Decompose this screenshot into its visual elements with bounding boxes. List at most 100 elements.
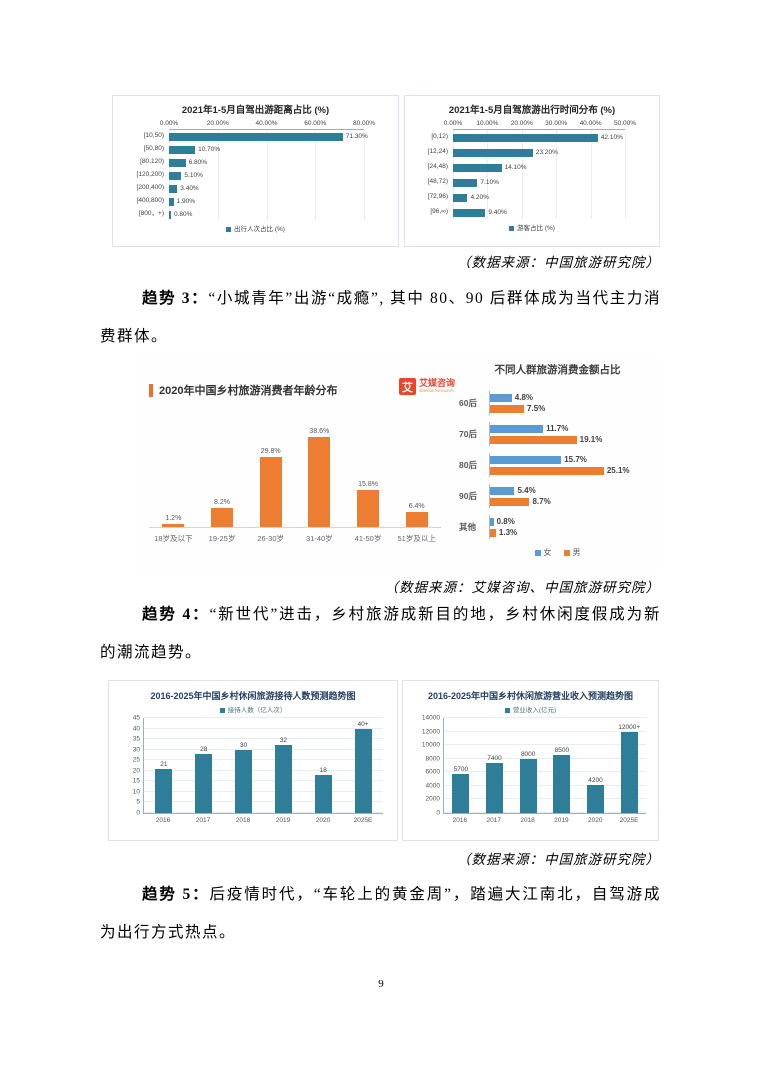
bar-slot: 32: [263, 718, 303, 813]
iimedia-logo: 艾 艾媒咨询 iiMedia Research: [399, 378, 455, 395]
bar: [490, 394, 512, 402]
bar-value-label: 6.80%: [188, 158, 207, 166]
trend-paragraph-3: 趋势 3：“小城青年”出游“成瘾”, 其中 80、90 后群体成为当代主力消费群…: [100, 280, 661, 356]
bar-slot: 8500: [545, 718, 579, 813]
gridline: [590, 130, 592, 219]
x-axis-label: 2025E: [619, 817, 639, 824]
axis-tick-label: 0: [136, 809, 140, 817]
legend-label: 出行人次占比 (%): [234, 226, 285, 233]
gridline: [144, 727, 383, 729]
chart-revenue-forecast-panel: 2016-2025年中国乡村休闲旅游营业收入预测趋势图 营业收入(亿元) 0 20…: [402, 680, 659, 841]
bar: [453, 133, 598, 142]
category-label: [12,24): [427, 148, 448, 155]
bar-value-label: 23.20%: [535, 148, 558, 156]
x-axis-label: 2016: [452, 817, 468, 824]
middle-charts-block: 2020年中国乡村旅游消费者年龄分布 艾 艾媒咨询 iiMedia Resear…: [135, 356, 660, 570]
bar-value-label: 4.8%: [514, 393, 533, 402]
axis-tick-label: 40: [132, 725, 140, 733]
x-axis-label: 26-30岁: [257, 534, 285, 543]
axis-tick-label: 20.00%: [510, 120, 533, 127]
bar-slot: 21: [144, 718, 184, 813]
category-label: [80,120): [140, 158, 164, 165]
bar: [169, 171, 182, 180]
bar-value-label: 7.10%: [480, 178, 499, 186]
gridline: [453, 130, 454, 219]
bar-slot: 6.4%: [392, 428, 441, 527]
x-axis-label: 31-40岁: [306, 534, 333, 543]
axis-tick-label: 14000: [421, 714, 440, 722]
bars-area: 0.8% 1.3%: [489, 515, 617, 539]
plot-area: 1.2% 8.2% 29.8% 38.6% 15.8% 6.4%: [149, 428, 441, 528]
bar-value-label: 42.10%: [600, 133, 623, 141]
trend-paragraph-5: 趋势 5：后疫情时代，“车轮上的黄金周”，踏遍大江南北，自驾游成为出行方式热点。: [100, 876, 661, 952]
visitors-forecast-bar-chart: 0 5 10 15 20 25 30 35 40 45 21 28 30 32 18 40+ 2016 2017 2…: [133, 715, 383, 824]
bar: [314, 775, 332, 813]
bar-slot: 4200: [579, 718, 613, 813]
bars-area: 71.30% 10.70% 6.80% 5.10% 3.40% 1.90% 0.80%: [169, 129, 368, 220]
bar: [405, 511, 428, 527]
axis-tick-label: 6000: [425, 768, 440, 776]
trend-label: 趋势 3：: [142, 290, 209, 307]
bar-value-label: 8.7%: [532, 497, 551, 506]
chart-age-distribution-panel: 2020年中国乡村旅游消费者年龄分布 艾 艾媒咨询 iiMedia Resear…: [135, 356, 455, 570]
gridline: [444, 730, 646, 732]
bar: [274, 745, 292, 813]
chart-visitors-forecast-panel: 2016-2025年中国乡村休闲旅游接待人数预测趋势图 接待人数（亿人次） 0 5…: [108, 680, 398, 841]
axis-tick-label: 30: [132, 746, 140, 754]
bar: [169, 132, 343, 141]
gridline: [144, 759, 383, 761]
bar-value-label: 15.8%: [358, 480, 378, 488]
data-source-citation: （数据来源：艾媒咨询、中国旅游研究院）: [384, 580, 660, 595]
bar-value-label: 11.7%: [546, 424, 569, 433]
gridline: [444, 757, 646, 759]
axis-tick-label: 0.00%: [443, 120, 463, 127]
axis-tick-label: 8000: [425, 755, 440, 763]
category-label: [200,400): [136, 184, 164, 191]
bar: [453, 178, 478, 187]
x-axis-labels: 18岁及以下 19-25岁 26-30岁 31-40岁 41-50岁 51岁及以上: [149, 528, 441, 544]
axis-tick-label: 40.00%: [255, 120, 278, 127]
x-axis-label: 2018: [520, 817, 535, 824]
page-number: 9: [378, 978, 384, 990]
gridline: [487, 130, 489, 219]
bar-slot: 40+: [343, 718, 383, 813]
category-labels: [10,50) [50,80) [80,120) [120,200) [200,400)…: [121, 129, 164, 220]
legend-label: 营业收入(亿元): [512, 707, 557, 714]
bar: [490, 425, 544, 433]
bars-row: 1.2% 8.2% 29.8% 38.6% 15.8% 6.4%: [149, 428, 441, 527]
bar-value-label: 7.5%: [527, 404, 546, 413]
gridline: [521, 130, 523, 219]
bar-value-label: 12000+: [618, 723, 641, 731]
bar: [453, 163, 502, 172]
bar: [169, 145, 196, 154]
title-accent-bar: [149, 383, 153, 397]
bar-value-label: 40+: [357, 720, 369, 728]
axis-tick-label: 80.00%: [352, 120, 376, 127]
drive-time-bar-chart: 0.00% 10.00% 20.00% 30.00% 40.00% 50.00% [0,12…: [413, 119, 651, 219]
trend-text: 后疫情时代，“车轮上的黄金周”，踏遍大江南北，自驾游成为出行方式热点。: [100, 886, 661, 941]
axis-tick-label: 25: [132, 756, 140, 764]
x-axis-label: 2020: [315, 817, 331, 824]
bar-value-label: 29.8%: [260, 447, 281, 455]
bar-value-label: 5700: [453, 766, 469, 774]
category-row: 80后 15.7% 25.1%: [459, 453, 660, 477]
bar: [259, 456, 282, 527]
bar-value-label: 10.70%: [198, 145, 221, 153]
chart-legend: 出行人次占比 (%): [121, 223, 390, 233]
gridline: [364, 130, 365, 220]
bar-value-label: 8.2%: [214, 498, 230, 506]
chart-drive-distance-panel: 2021年1-5月自驾出游距离占比 (%) 0.00% 20.00% 40.00% 6…: [112, 95, 399, 247]
trend-label: 趋势 4：: [142, 606, 210, 623]
bar: [490, 405, 525, 413]
trend-label: 趋势 5：: [142, 886, 210, 903]
legend-label: 接待人数（亿人次）: [227, 707, 287, 714]
bar-value-label: 71.30%: [345, 132, 368, 140]
bar-value-label: 1.2%: [165, 515, 182, 523]
category-label: 90后: [459, 491, 477, 501]
x-axis-label: 18岁及以下: [154, 534, 193, 543]
bar-slot: 12000+: [612, 718, 646, 813]
category-row: 90后 5.4% 8.7%: [459, 484, 660, 508]
plot-area: 0 2000 4000 6000 8000 10000 12000 14000 5700 7400…: [422, 715, 646, 817]
bars-row: 21 28 30 32 18 40+: [144, 718, 383, 813]
bar: [169, 184, 178, 193]
